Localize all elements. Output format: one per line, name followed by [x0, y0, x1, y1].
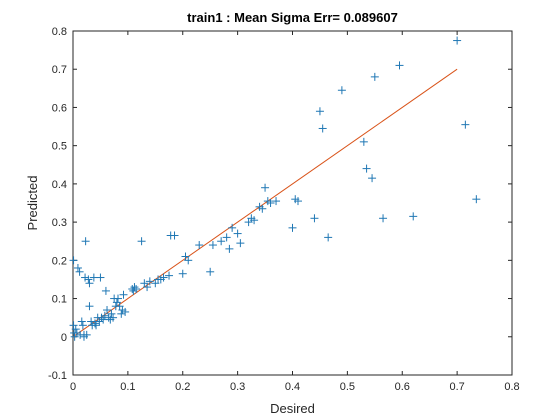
data-point — [103, 306, 112, 315]
data-point — [99, 315, 108, 324]
data-point — [145, 277, 154, 286]
data-point — [119, 290, 128, 299]
data-point — [337, 86, 346, 95]
x-tick-label: 0.4 — [285, 381, 300, 393]
data-point — [379, 214, 388, 223]
y-tick-label: 0 — [61, 332, 67, 344]
data-point — [101, 286, 110, 295]
data-point — [178, 269, 187, 278]
y-tick-label: 0.3 — [52, 217, 67, 229]
data-point — [81, 237, 90, 246]
data-point — [170, 231, 179, 240]
data-point — [315, 107, 324, 116]
data-point — [261, 183, 270, 192]
data-point — [113, 294, 122, 303]
data-point — [368, 174, 377, 183]
axes-box — [72, 30, 513, 376]
data-point — [228, 223, 237, 232]
chart-title: train1 : Mean Sigma Err= 0.089607 — [187, 10, 398, 25]
data-point — [359, 137, 368, 146]
x-tick-label: 0.2 — [175, 381, 190, 393]
data-point — [85, 279, 94, 288]
data-point — [72, 328, 81, 337]
data-point — [109, 313, 118, 322]
data-point — [370, 72, 379, 81]
data-point — [250, 216, 259, 225]
data-point — [137, 237, 146, 246]
data-point — [310, 214, 319, 223]
data-point — [81, 273, 90, 282]
data-point — [195, 241, 204, 250]
data-point — [236, 239, 245, 248]
data-point — [184, 256, 193, 265]
data-point — [272, 197, 281, 206]
y-axis-label: Predicted — [25, 176, 40, 231]
data-point — [92, 321, 101, 330]
data-point — [132, 285, 141, 293]
data-point — [82, 330, 91, 339]
data-point — [100, 311, 109, 320]
data-point — [288, 223, 297, 232]
y-tick-label: 0.1 — [52, 294, 67, 306]
y-tick-label: 0.4 — [52, 179, 67, 191]
scatter-points-layer — [69, 36, 481, 341]
x-axis-ticks: 0 0.1 0.2 0.3 0.4 0.5 0.6 0.7 0.8 — [70, 31, 520, 393]
data-point — [206, 267, 215, 276]
y-tick-label: 0.6 — [52, 102, 67, 114]
y-tick-label: 0.2 — [52, 255, 67, 267]
data-point — [222, 233, 231, 242]
y-tick-label: -0.1 — [48, 370, 67, 382]
data-point — [97, 313, 106, 322]
x-tick-label: 0.1 — [120, 381, 135, 393]
data-point — [84, 275, 93, 284]
data-point — [208, 241, 217, 250]
data-point — [77, 317, 86, 326]
data-point — [117, 309, 126, 318]
data-point — [318, 124, 327, 133]
data-point — [75, 267, 84, 276]
data-point — [293, 197, 302, 206]
x-tick-label: 0.5 — [340, 381, 355, 393]
data-point — [395, 61, 404, 70]
data-point — [225, 244, 234, 253]
y-tick-label: 0.5 — [52, 141, 67, 153]
data-point — [107, 309, 116, 318]
data-point — [362, 164, 371, 173]
fit-line-layer — [72, 68, 458, 338]
data-point — [78, 321, 87, 330]
y-tick-label: 0.7 — [52, 64, 67, 76]
data-point — [461, 120, 470, 129]
data-point — [217, 237, 226, 246]
data-point — [69, 256, 78, 265]
data-point — [85, 302, 94, 311]
x-axis-label: Desired — [270, 401, 315, 416]
data-point — [266, 199, 275, 207]
data-point — [143, 283, 152, 292]
data-point — [165, 271, 174, 280]
data-point — [233, 229, 242, 238]
data-point — [87, 317, 96, 326]
data-point — [258, 204, 267, 213]
data-point — [159, 273, 168, 282]
fit-line — [72, 68, 458, 338]
data-point — [96, 273, 105, 282]
x-tick-label: 0 — [70, 381, 76, 393]
data-point — [409, 212, 418, 221]
x-tick-label: 0.6 — [395, 381, 410, 393]
plot-area — [72, 30, 513, 376]
x-tick-label: 0.7 — [449, 381, 464, 393]
data-point — [472, 195, 481, 204]
data-point — [130, 283, 139, 292]
x-tick-label: 0.3 — [230, 381, 245, 393]
x-tick-label: 0.8 — [504, 381, 519, 393]
data-point — [73, 263, 82, 272]
data-point — [90, 319, 99, 328]
data-point — [121, 307, 130, 316]
data-point — [324, 233, 333, 242]
data-point — [453, 36, 462, 45]
data-point — [71, 325, 80, 334]
y-tick-label: 0.8 — [52, 26, 67, 38]
